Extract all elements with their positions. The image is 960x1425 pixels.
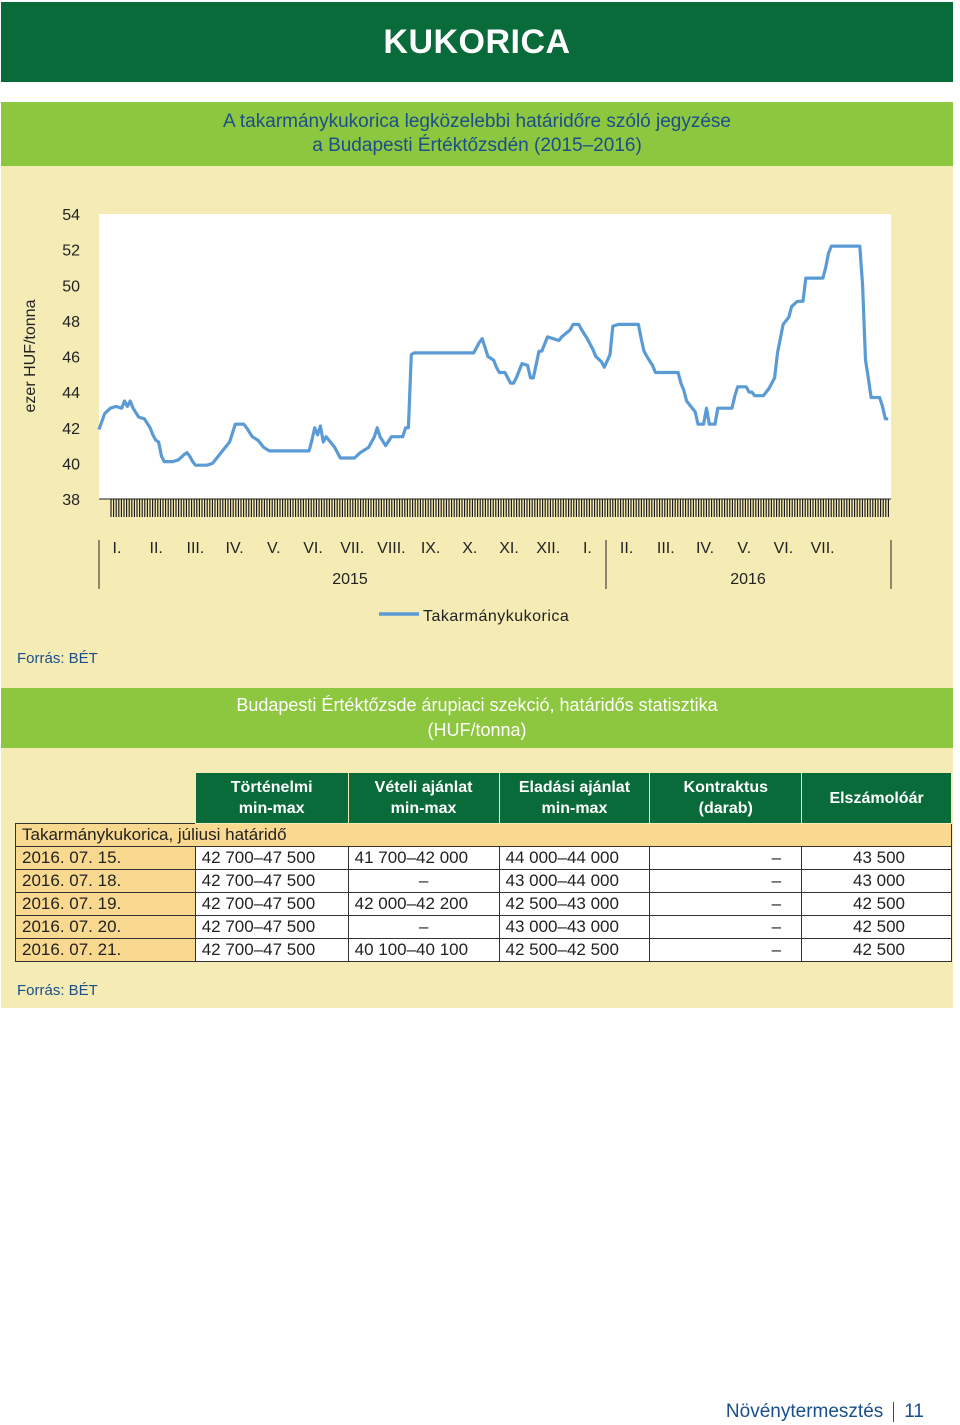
- cell-date: 2016. 07. 18.: [15, 869, 196, 893]
- chart-panel: 54 52 50 48 46 44 42 40 38 ezer HUF/tonna I. II. III…: [1, 166, 953, 688]
- cell-date: 2016. 07. 21.: [15, 938, 196, 962]
- page-title: KUKORICA: [383, 22, 571, 61]
- year-label: 2015: [332, 571, 368, 588]
- cell-ask: 44 000–44 000: [498, 846, 651, 870]
- x-tick-label: IV.: [696, 540, 714, 557]
- y-axis-label: ezer HUF/tonna: [22, 299, 39, 412]
- cell-historical: 42 700–47 500: [194, 938, 349, 962]
- x-tick-label: X.: [462, 540, 477, 557]
- plot-area: [99, 214, 891, 499]
- footer-divider: [893, 1402, 895, 1422]
- cell-contracts: –: [649, 869, 803, 893]
- header-blank: [16, 773, 196, 824]
- y-tick-label: 42: [62, 421, 80, 438]
- header-historical: Történelmi min-max: [194, 772, 349, 824]
- year-label: 2016: [730, 571, 766, 588]
- table-title-line2: (HUF/tonna): [427, 720, 527, 740]
- x-axis-ticks: [110, 499, 889, 517]
- x-tick-label: I.: [113, 540, 122, 557]
- header-ask: Eladási ajánlat min-max: [498, 772, 651, 824]
- cell-contracts: –: [649, 846, 803, 870]
- table-row: 2016. 07. 18. 42 700–47 500 – 43 000–44 …: [15, 869, 952, 893]
- futures-table: Történelmi min-max Vételi ajánlat min-max …: [15, 772, 952, 962]
- cell-bid: 40 100–40 100: [347, 938, 500, 962]
- y-tick-label: 44: [62, 385, 80, 402]
- cell-settlement: 43 000: [801, 869, 952, 893]
- cell-contracts: –: [649, 892, 803, 916]
- cell-ask: 42 500–42 500: [498, 938, 651, 962]
- cell-date: 2016. 07. 15.: [15, 846, 196, 870]
- table-title-bar: Budapesti Értéktőzsde árupiaci szekció, …: [1, 688, 953, 748]
- chart-title-bar: A takarmánykukorica legközelebbi határid…: [1, 102, 953, 166]
- table-title-line1: Budapesti Értéktőzsde árupiaci szekció, …: [236, 695, 718, 715]
- cell-settlement: 43 500: [801, 846, 952, 870]
- x-tick-label: IX.: [421, 540, 441, 557]
- x-tick-label: XII.: [536, 540, 560, 557]
- table-row: 2016. 07. 20. 42 700–47 500 – 43 000–43 …: [15, 915, 952, 939]
- cell-date: 2016. 07. 20.: [15, 915, 196, 939]
- header-bid: Vételi ajánlat min-max: [347, 772, 500, 824]
- footer-section: Növénytermesztés: [725, 1401, 884, 1422]
- cell-historical: 42 700–47 500: [194, 869, 349, 893]
- x-tick-label: III.: [187, 540, 205, 557]
- cell-historical: 42 700–47 500: [194, 915, 349, 939]
- chart-title-line1: A takarmánykukorica legközelebbi határid…: [223, 111, 731, 132]
- y-tick-label: 40: [62, 456, 80, 473]
- y-tick-label: 46: [62, 350, 80, 367]
- page-footer: Növénytermesztés 11: [726, 1401, 924, 1423]
- cell-settlement: 42 500: [801, 892, 952, 916]
- cell-contracts: –: [649, 938, 803, 962]
- cell-bid: 41 700–42 000: [347, 846, 500, 870]
- table-header-row: Történelmi min-max Vételi ajánlat min-max …: [16, 772, 952, 824]
- cell-contracts: –: [649, 915, 803, 939]
- table-row: 2016. 07. 21. 42 700–47 500 40 100–40 10…: [15, 938, 952, 962]
- chart-source: Forrás: BÉT: [17, 650, 98, 667]
- top-banner: KUKORICA: [1, 2, 953, 82]
- table-row: 2016. 07. 15. 42 700–47 500 41 700–42 00…: [15, 846, 952, 870]
- table-source: Forrás: BÉT: [17, 982, 98, 999]
- cell-bid: 42 000–42 200: [347, 892, 500, 916]
- x-tick-label: I.: [583, 540, 592, 557]
- cell-historical: 42 700–47 500: [194, 846, 349, 870]
- x-tick-label: VI.: [303, 540, 323, 557]
- legend-label: Takarmánykukorica: [423, 608, 569, 625]
- footer-page-number: 11: [904, 1401, 924, 1422]
- cell-date: 2016. 07. 19.: [15, 892, 196, 916]
- table-subheader-row: Takarmánykukorica, júliusi határidő: [15, 823, 952, 847]
- cell-ask: 43 000–43 000: [498, 915, 651, 939]
- header-contracts: Kontraktus (darab): [649, 772, 803, 824]
- x-tick-label: XI.: [499, 540, 519, 557]
- x-tick-label: VI.: [774, 540, 794, 557]
- cell-historical: 42 700–47 500: [194, 892, 349, 916]
- x-tick-label: II.: [150, 540, 163, 557]
- y-tick-label: 48: [62, 314, 80, 331]
- cell-ask: 42 500–43 000: [498, 892, 651, 916]
- x-tick-label: II.: [620, 540, 633, 557]
- cell-settlement: 42 500: [801, 915, 952, 939]
- x-tick-label: VIII.: [377, 540, 405, 557]
- y-tick-label: 50: [62, 278, 80, 295]
- x-tick-label: V.: [267, 540, 281, 557]
- x-tick-label: V.: [737, 540, 751, 557]
- series-line-takarmanykukorica: [97, 244, 889, 467]
- cell-bid: –: [347, 869, 500, 893]
- line-chart: 54 52 50 48 46 44 42 40 38 ezer HUF/tonna I. II. III…: [22, 207, 892, 625]
- y-tick-label: 52: [62, 243, 80, 260]
- table-row: 2016. 07. 19. 42 700–47 500 42 000–42 20…: [15, 892, 952, 916]
- cell-settlement: 42 500: [801, 938, 952, 962]
- x-tick-label: IV.: [226, 540, 244, 557]
- chart-title-line2: a Budapesti Értéktőzsdén (2015–2016): [312, 135, 642, 156]
- x-tick-label: VII.: [811, 540, 835, 557]
- cell-bid: –: [347, 915, 500, 939]
- y-tick-label: 54: [62, 207, 80, 224]
- x-tick-label: III.: [657, 540, 675, 557]
- table-panel: Történelmi min-max Vételi ajánlat min-max …: [1, 748, 953, 1008]
- table-subheader: Takarmánykukorica, júliusi határidő: [15, 823, 952, 847]
- cell-ask: 43 000–44 000: [498, 869, 651, 893]
- y-tick-label: 38: [62, 492, 80, 509]
- header-settlement: Elszámolóár: [801, 772, 952, 824]
- x-tick-label: VII.: [340, 540, 364, 557]
